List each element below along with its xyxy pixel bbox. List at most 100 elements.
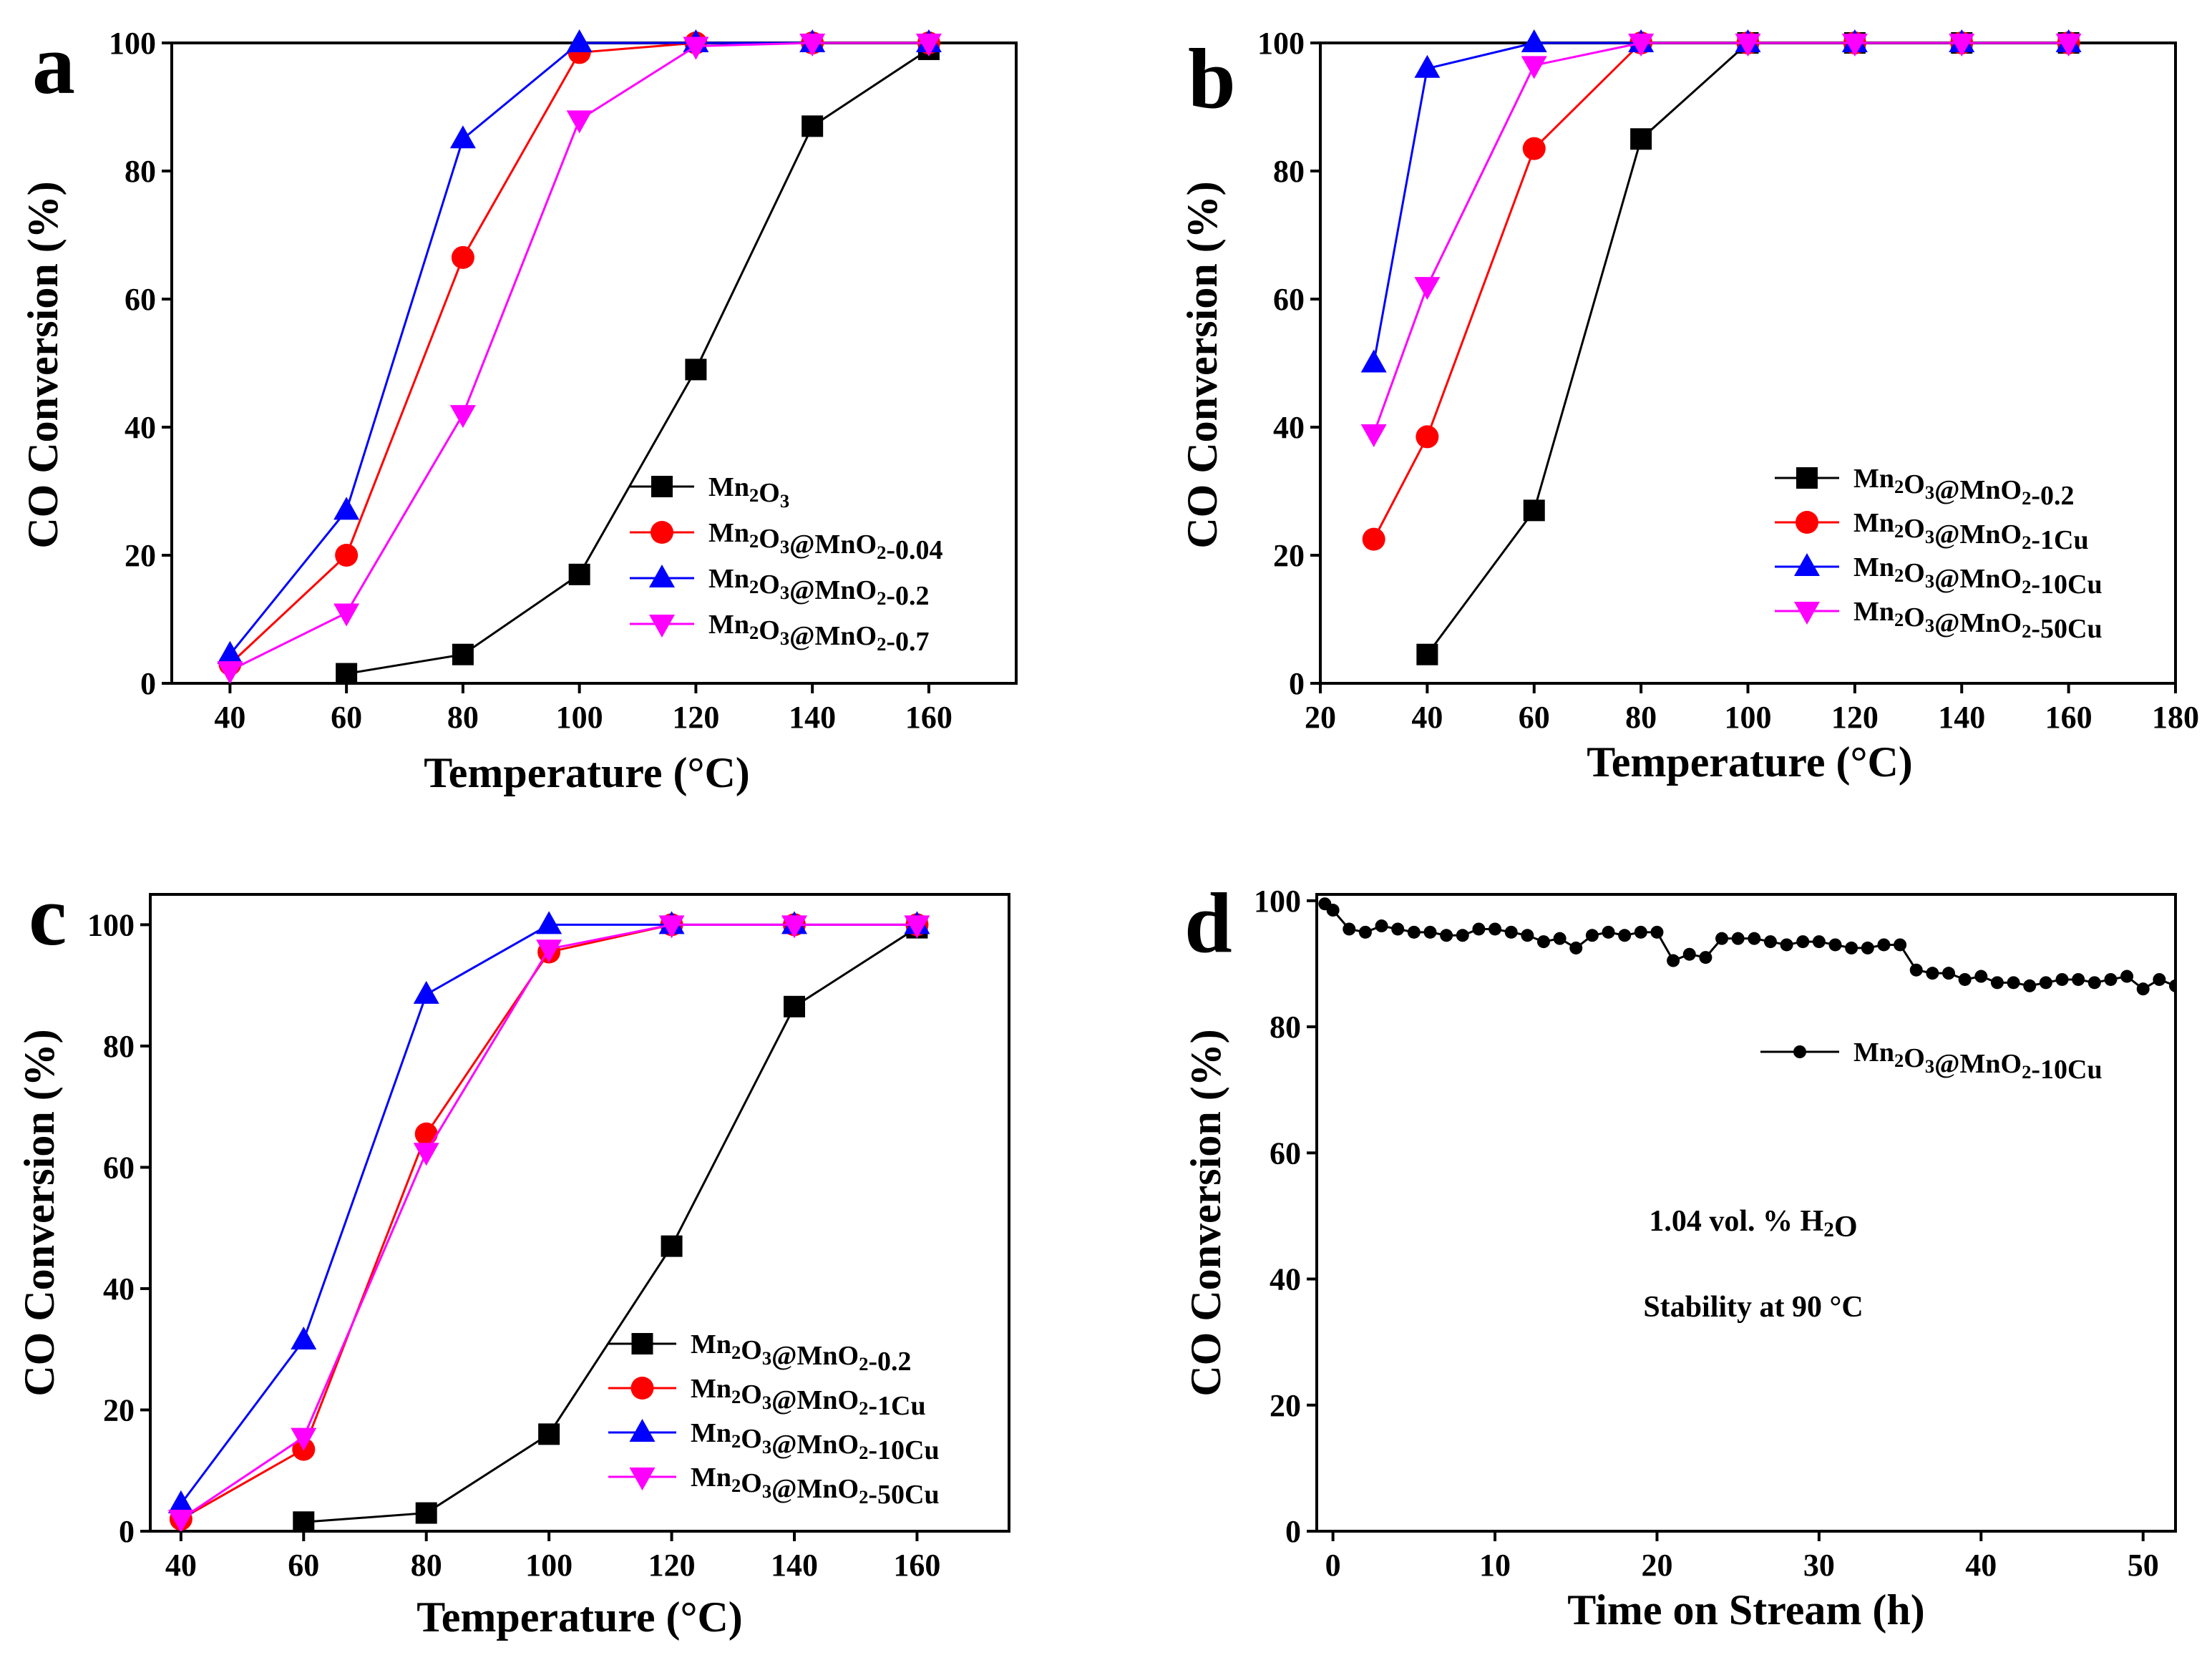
legend-entry: Mn2O3@MnO2-10Cu [1853,552,2103,600]
x-tick-label: 140 [1938,700,1985,735]
data-point [1585,929,1599,942]
data-point [566,110,593,134]
y-axis-label: CO Conversion (%) [1182,1029,1229,1396]
x-tick-label: 160 [905,700,952,735]
data-point [1414,54,1441,78]
y-tick-label: 80 [103,1029,135,1064]
data-area [1318,897,2176,996]
data-point [413,980,439,1004]
data-point [1536,935,1550,949]
x-tick-label: 140 [771,1548,818,1583]
x-tick-label: 10 [1479,1548,1511,1583]
data-point [658,915,685,939]
data-point [2055,972,2069,986]
data-point [1812,935,1826,949]
x-tick-label: 20 [1305,700,1336,735]
y-tick-label: 0 [1285,1514,1301,1549]
data-point [1523,499,1545,522]
legend-entry: Mn2O3@MnO2-10Cu [1853,1038,2103,1085]
data-point [2039,976,2052,990]
data-point [217,640,243,664]
legend-marker [1796,467,1818,489]
plot-frame [149,893,1010,1533]
data-point [784,995,805,1017]
data-point [802,115,824,137]
x-tick-label: 120 [648,1548,696,1583]
data-point [1618,929,1632,942]
legend-marker [631,1333,653,1354]
annotation-text: 1.04 vol. % H2O [1649,1205,1857,1244]
y-tick-label: 80 [1273,154,1305,189]
legend: Mn2O3@MnO2-10Cu [1760,1038,2103,1085]
legend-marker [651,521,673,544]
panel-label: c [29,868,67,963]
legend-entry: Mn2O3@MnO2-1Cu [691,1374,926,1421]
data-point [1456,929,1469,942]
legend-marker [1794,553,1820,576]
legend-entry: Mn2O3@MnO2-50Cu [1853,597,2103,644]
legend-marker [1794,602,1820,625]
legend-marker [629,1468,656,1490]
data-point [1699,951,1712,965]
data-point [1414,277,1441,301]
data-point [1358,925,1372,939]
x-tick-label: 160 [893,1548,940,1583]
x-axis-label: Time on Stream (h) [1567,1586,1924,1634]
data-point [538,1423,560,1445]
data-point [452,643,474,665]
y-tick-label: 60 [1270,1136,1301,1171]
y-tick-label: 60 [103,1150,135,1185]
y-tick-label: 100 [1254,884,1301,919]
x-tick-label: 100 [525,1548,573,1583]
data-point [217,661,243,683]
data-point [2120,970,2134,983]
y-axis-label: CO Conversion (%) [19,181,67,548]
data-point [2087,976,2101,990]
series-line [1426,42,2069,655]
panel-label: b [1188,31,1236,126]
data-point [167,1490,194,1513]
data-point [1828,938,1842,952]
data-point [683,36,709,60]
data-point [1796,935,1810,949]
x-axis-label: Temperature (°C) [1587,738,1913,786]
data-point [1715,932,1729,945]
y-axis-label: CO Conversion (%) [16,1029,63,1396]
legend-marker [649,615,675,638]
data-point [1634,925,1647,939]
x-tick-label: 80 [411,1548,442,1583]
data-point [536,939,562,963]
annotation-text: Stability at 90 °C [1643,1291,1863,1324]
x-tick-label: 40 [214,700,245,735]
x-axis-label: Temperature (°C) [424,749,750,796]
data-point [335,544,359,567]
data-point [2169,979,2176,992]
data-point [414,1122,438,1146]
data-point [1909,963,1923,977]
data-point [2072,972,2085,986]
data-point [1877,938,1891,952]
data-point [1780,938,1793,952]
x-tick-label: 80 [1625,700,1657,735]
legend-marker [630,1377,654,1400]
legend-entry: Mn2O3@MnO2-1Cu [1853,508,2089,555]
data-area [1360,29,2082,665]
data-point [1731,932,1745,945]
data-point [451,245,474,269]
y-tick-label: 60 [125,282,156,317]
data-point [1958,972,1972,986]
data-point [566,29,593,52]
x-tick-label: 100 [556,700,603,735]
x-tick-label: 100 [1725,700,1772,735]
data-point [1894,938,1907,952]
legend-entry: Mn2O3 [708,472,789,512]
y-tick-label: 40 [103,1271,135,1307]
data-point [333,603,360,627]
data-point [1521,56,1547,79]
legend-entry: Mn2O3@MnO2-0.2 [691,1329,912,1377]
legend-entry: Mn2O3@MnO2-50Cu [691,1463,940,1510]
series-line [303,927,918,1523]
legend-entry: Mn2O3@MnO2-0.2 [708,564,930,611]
x-tick-label: 40 [1411,700,1443,735]
